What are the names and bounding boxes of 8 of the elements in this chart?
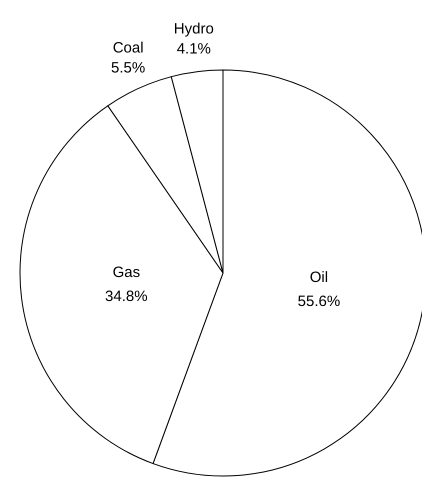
slice-label: Oil — [310, 269, 328, 286]
data-label: 34.8% — [105, 288, 148, 306]
data-label: 4.1% — [176, 40, 211, 58]
data-label: 55.6% — [298, 293, 340, 310]
slice-label: Gas — [112, 264, 140, 282]
slice-label: Hydro — [174, 20, 214, 38]
slice-label: Coal — [112, 39, 144, 56]
data-label: 5.5% — [111, 59, 146, 76]
